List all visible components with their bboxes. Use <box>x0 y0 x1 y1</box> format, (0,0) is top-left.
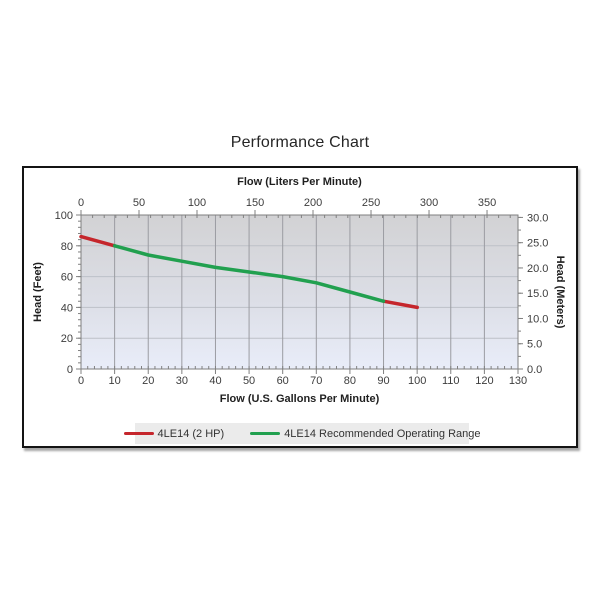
pump-curve-segment <box>381 299 419 310</box>
pump-curve-segment <box>79 234 117 248</box>
series-line-swatch-icon <box>123 432 154 435</box>
tick-label: 40 <box>61 302 73 314</box>
tick-label: 50 <box>243 375 255 387</box>
left-axis-title: Head (Feet) <box>32 262 44 322</box>
tick-label: 100 <box>408 375 426 387</box>
tick-label: 250 <box>362 197 380 209</box>
tick-label: 15.0 <box>527 288 548 300</box>
chart-title: Performance Chart <box>230 134 370 151</box>
tick-label: 0 <box>78 375 84 387</box>
tick-label: 60 <box>277 375 289 387</box>
tick-label: 350 <box>478 197 496 209</box>
tick-label: 50 <box>133 197 145 209</box>
tick-label: 110 <box>442 375 460 387</box>
tick-label: 30 <box>176 375 188 387</box>
tick-label: 5.0 <box>527 339 542 351</box>
tick-label: 200 <box>304 197 322 209</box>
tick-label: 70 <box>310 375 322 387</box>
tick-label: 20 <box>142 375 154 387</box>
top-axis-title: Flow (Liters Per Minute) <box>237 176 362 188</box>
tick-label: 100 <box>188 197 206 209</box>
tick-label: 300 <box>420 197 438 209</box>
plot-background <box>81 215 518 369</box>
series-line-swatch-icon <box>250 432 281 435</box>
tick-label: 0.0 <box>527 364 542 376</box>
legend-item: 4LE14 Recommended Operating Range <box>250 428 480 440</box>
tick-label: 20.0 <box>527 263 548 275</box>
tick-label: 0 <box>78 197 84 209</box>
tick-label: 40 <box>209 375 221 387</box>
performance-chart: 0 50 100 150 200 250 300 350 0 10 20 30 40 50 60 70 80 90… <box>22 166 578 448</box>
pump-curve-segment <box>112 244 386 303</box>
legend-label: 4LE14 (2 HP) <box>157 427 225 440</box>
bottom-axis-title: Flow (U.S. Gallons Per Minute) <box>219 393 380 405</box>
tick-label: 80 <box>61 241 73 253</box>
tick-label: 100 <box>55 210 73 222</box>
tick-label: 10 <box>108 375 120 387</box>
tick-label: 90 <box>377 375 389 387</box>
tick-label: 60 <box>61 272 73 284</box>
tick-label: 130 <box>509 375 527 387</box>
tick-label: 0 <box>67 364 73 376</box>
tick-label: 80 <box>344 375 356 387</box>
legend-item: 4LE14 (2 HP) <box>123 427 225 440</box>
legend: 4LE14 (2 HP) 4LE14 Recommended Operating… <box>123 423 480 444</box>
legend-label: 4LE14 Recommended Operating Range <box>284 427 481 440</box>
right-axis-title: Head (Meters) <box>554 255 566 329</box>
tick-label: 120 <box>475 375 493 387</box>
tick-label: 150 <box>246 197 264 209</box>
tick-label: 30.0 <box>527 212 548 224</box>
chart-inner: 0 50 100 150 200 250 300 350 0 10 20 30 40 50 60 70 80 90… <box>24 168 576 446</box>
plot-frame <box>80 214 519 370</box>
tick-label: 10.0 <box>527 313 548 325</box>
tick-label: 25.0 <box>527 238 548 250</box>
tick-label: 20 <box>61 333 73 345</box>
